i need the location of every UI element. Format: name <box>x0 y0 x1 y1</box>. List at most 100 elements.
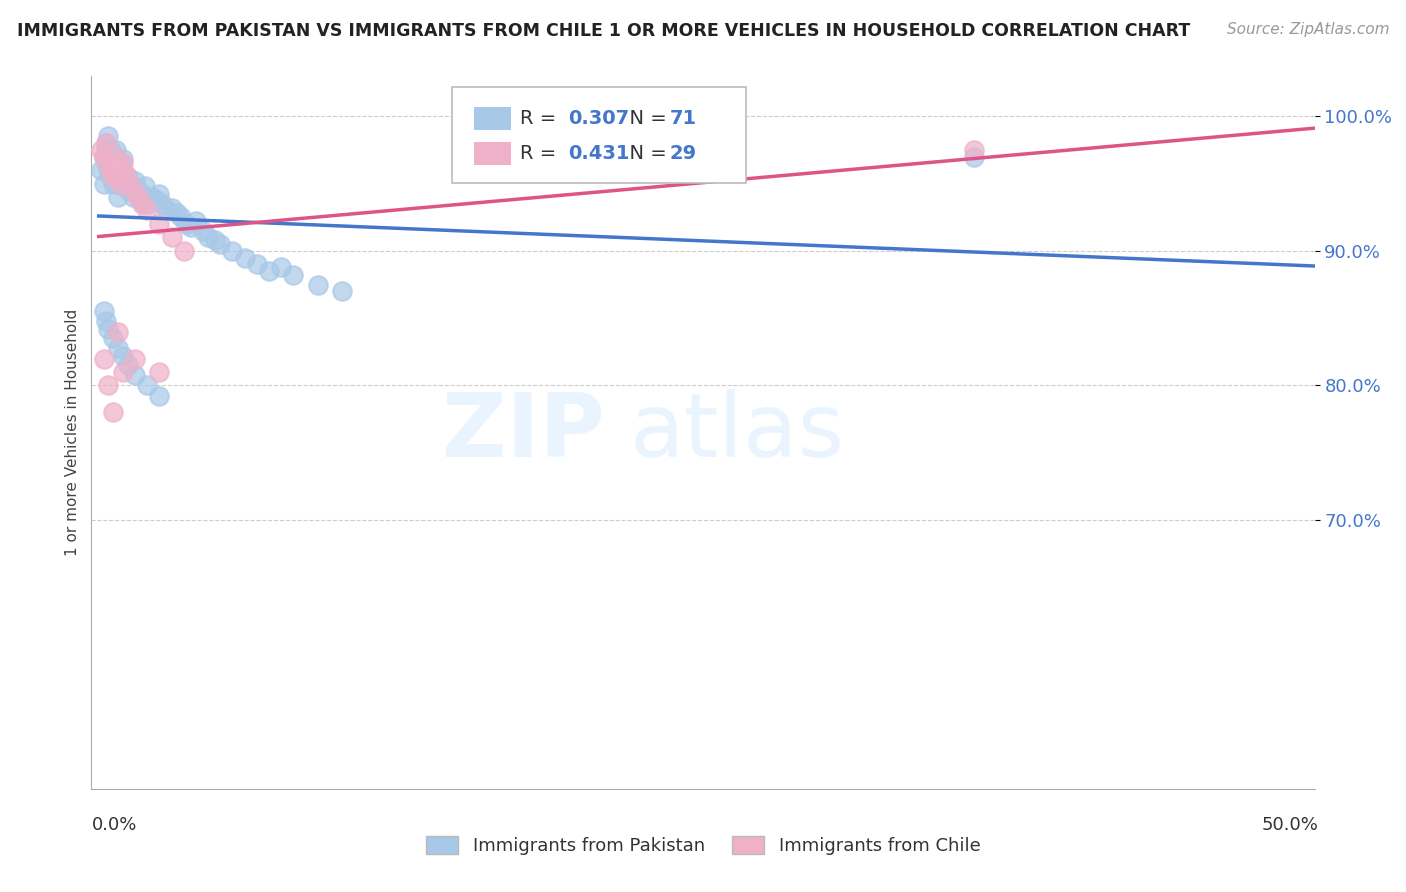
Text: 0.431: 0.431 <box>568 145 630 163</box>
Point <box>330 285 353 299</box>
Point <box>107 341 129 355</box>
Point <box>111 365 134 379</box>
Point <box>156 203 179 218</box>
Point <box>107 325 129 339</box>
Point <box>129 193 152 207</box>
Point <box>94 136 117 150</box>
Point <box>104 143 127 157</box>
Point <box>136 203 159 218</box>
Point <box>107 163 129 178</box>
Point <box>270 260 292 274</box>
Point <box>104 156 127 170</box>
Point <box>107 163 129 178</box>
Point <box>184 214 207 228</box>
Point <box>114 174 136 188</box>
Text: ZIP: ZIP <box>443 389 605 476</box>
Point <box>233 251 256 265</box>
Point <box>148 389 170 403</box>
Point <box>127 183 149 197</box>
Point <box>136 196 159 211</box>
Point <box>963 143 986 157</box>
Point <box>283 268 305 282</box>
Point <box>257 264 280 278</box>
Point <box>111 179 134 194</box>
Text: N =: N = <box>617 109 673 128</box>
Point <box>131 187 153 202</box>
Point <box>170 210 193 224</box>
Point <box>103 163 125 178</box>
Point <box>141 190 163 204</box>
Point <box>221 244 243 258</box>
Point <box>104 169 127 184</box>
Point <box>94 314 117 328</box>
Point <box>193 224 215 238</box>
Point <box>93 150 115 164</box>
Point <box>90 143 112 157</box>
Point <box>111 349 134 363</box>
Point <box>100 156 122 170</box>
Point <box>117 183 139 197</box>
Point <box>94 143 117 157</box>
Point <box>134 179 156 194</box>
Point <box>93 351 115 366</box>
Point <box>100 163 122 178</box>
Text: Source: ZipAtlas.com: Source: ZipAtlas.com <box>1226 22 1389 37</box>
Text: N =: N = <box>617 145 673 163</box>
Point <box>104 150 127 164</box>
Point <box>97 378 120 392</box>
Point <box>100 143 122 157</box>
Point <box>197 230 219 244</box>
Point <box>148 187 170 202</box>
Point <box>107 190 129 204</box>
Y-axis label: 1 or more Vehicles in Household: 1 or more Vehicles in Household <box>65 309 80 557</box>
Point <box>117 174 139 188</box>
Point <box>94 156 117 170</box>
Text: R =: R = <box>520 109 562 128</box>
Point <box>246 257 269 271</box>
Point <box>117 359 139 373</box>
Point <box>97 150 120 164</box>
Point <box>103 405 125 419</box>
Point <box>124 174 146 188</box>
Point <box>209 237 232 252</box>
Point <box>111 156 134 170</box>
Point <box>124 351 146 366</box>
Point <box>121 190 143 204</box>
Point <box>93 150 115 164</box>
Point <box>148 365 170 379</box>
Point <box>180 219 202 234</box>
Point <box>150 196 173 211</box>
Point <box>963 150 986 164</box>
Point <box>97 156 120 170</box>
Point <box>148 217 170 231</box>
Point <box>160 201 183 215</box>
Point <box>204 233 226 247</box>
Text: 0.0%: 0.0% <box>91 816 136 834</box>
Point <box>94 136 117 150</box>
Point <box>100 169 122 184</box>
Text: 50.0%: 50.0% <box>1263 816 1319 834</box>
Point <box>110 177 132 191</box>
Text: R =: R = <box>520 145 562 163</box>
Point <box>103 177 125 191</box>
Point <box>103 150 125 164</box>
Point <box>120 179 142 194</box>
Point <box>93 304 115 318</box>
Point <box>110 169 132 184</box>
Point <box>111 153 134 167</box>
Point <box>121 183 143 197</box>
Point <box>166 206 188 220</box>
Point <box>97 163 120 178</box>
Point <box>173 244 195 258</box>
Text: IMMIGRANTS FROM PAKISTAN VS IMMIGRANTS FROM CHILE 1 OR MORE VEHICLES IN HOUSEHOL: IMMIGRANTS FROM PAKISTAN VS IMMIGRANTS F… <box>17 22 1189 40</box>
Point <box>160 230 183 244</box>
Text: atlas: atlas <box>630 389 845 476</box>
FancyBboxPatch shape <box>474 142 510 165</box>
Point <box>131 196 153 211</box>
Point <box>174 217 197 231</box>
FancyBboxPatch shape <box>474 107 510 130</box>
Point <box>117 169 139 184</box>
Point <box>97 322 120 336</box>
Point <box>97 129 120 144</box>
Text: 71: 71 <box>671 109 697 128</box>
